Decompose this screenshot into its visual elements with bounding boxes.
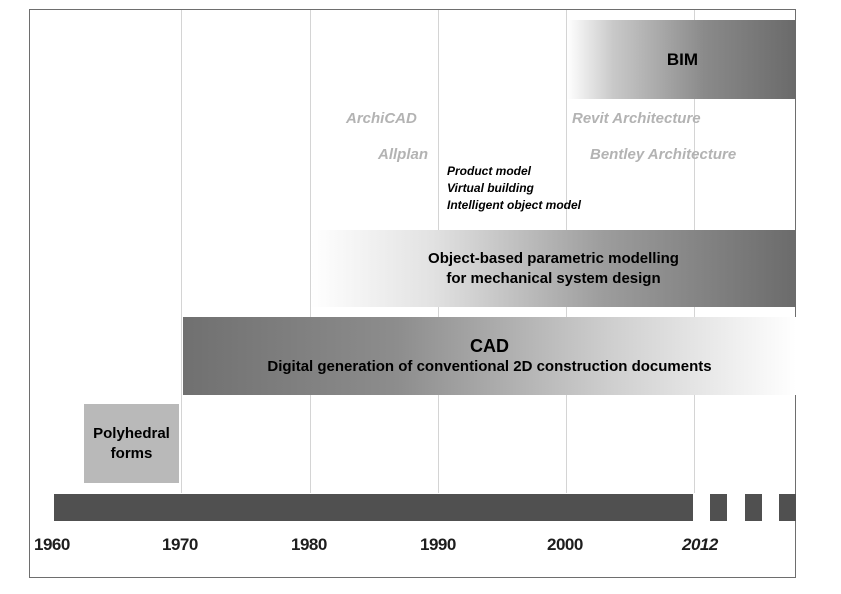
timeline-continuation-dash <box>779 494 796 521</box>
tick-label-2012: 2012 <box>682 535 718 554</box>
timeline-continuation-dash <box>745 494 762 521</box>
object-based-line2: for mechanical system design <box>446 269 661 287</box>
concepts-list: Product model Virtual building Intellige… <box>447 163 581 214</box>
polyhedral-line2: forms <box>110 444 153 462</box>
tick-label-1970: 1970 <box>162 535 198 554</box>
cad-subtitle: Digital generation of conventional 2D co… <box>267 358 712 375</box>
cad-band: CAD Digital generation of conventional 2… <box>183 317 796 395</box>
timeline-bar <box>54 494 693 521</box>
bim-label: BIM <box>666 49 699 69</box>
gridline-1970 <box>181 10 182 493</box>
software-revit: Revit Architecture <box>572 110 701 127</box>
concept-item: Intelligent object model <box>447 198 582 212</box>
bim-band: BIM <box>567 20 796 99</box>
cad-title: CAD <box>470 336 509 356</box>
polyhedral-band: Polyhedral forms <box>84 404 179 483</box>
software-allplan: Allplan <box>378 146 429 163</box>
concept-item: Virtual building <box>447 181 534 195</box>
tick-label-2000: 2000 <box>547 535 583 554</box>
timeline-continuation-dash <box>710 494 727 521</box>
object-based-line1: Object-based parametric modelling <box>428 249 679 267</box>
software-archicad: ArchiCAD <box>346 110 417 127</box>
polyhedral-line1: Polyhedral <box>93 424 170 442</box>
tick-label-1980: 1980 <box>291 535 327 554</box>
tick-label-1960: 1960 <box>34 535 70 554</box>
tick-label-1990: 1990 <box>420 535 456 554</box>
gridline-1980 <box>310 10 311 493</box>
concept-item: Product model <box>447 164 532 178</box>
object-based-band: Object-based parametric modelling for me… <box>311 230 796 307</box>
software-bentley: Bentley Architecture <box>590 146 737 163</box>
